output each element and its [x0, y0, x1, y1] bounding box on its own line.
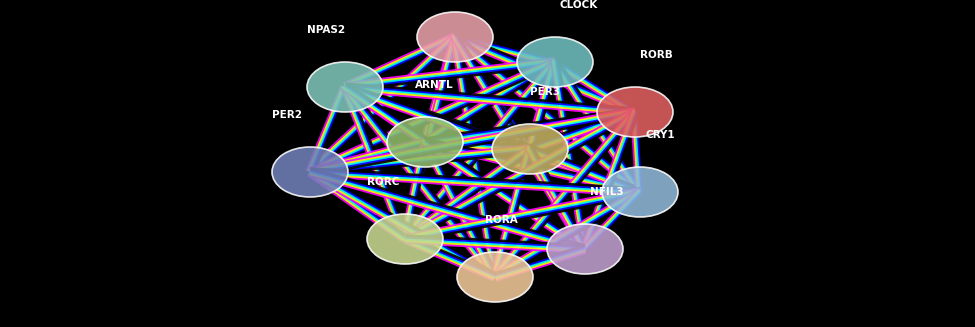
- Text: RORB: RORB: [640, 50, 673, 60]
- Text: NFIL3: NFIL3: [590, 187, 624, 197]
- Ellipse shape: [367, 214, 443, 264]
- Ellipse shape: [417, 12, 493, 62]
- Ellipse shape: [547, 224, 623, 274]
- Text: RORA: RORA: [485, 215, 518, 225]
- Text: NPAS2: NPAS2: [307, 25, 345, 35]
- Text: ARNTL: ARNTL: [415, 80, 453, 90]
- Ellipse shape: [597, 87, 673, 137]
- Ellipse shape: [307, 62, 383, 112]
- Text: PER3: PER3: [530, 87, 560, 97]
- Ellipse shape: [602, 167, 678, 217]
- Ellipse shape: [387, 117, 463, 167]
- Ellipse shape: [492, 124, 568, 174]
- Text: RORC: RORC: [367, 177, 400, 187]
- Ellipse shape: [457, 252, 533, 302]
- Text: CLOCK: CLOCK: [560, 0, 599, 10]
- Ellipse shape: [272, 147, 348, 197]
- Ellipse shape: [517, 37, 593, 87]
- Text: PER2: PER2: [272, 110, 302, 120]
- Text: CRY1: CRY1: [645, 130, 675, 140]
